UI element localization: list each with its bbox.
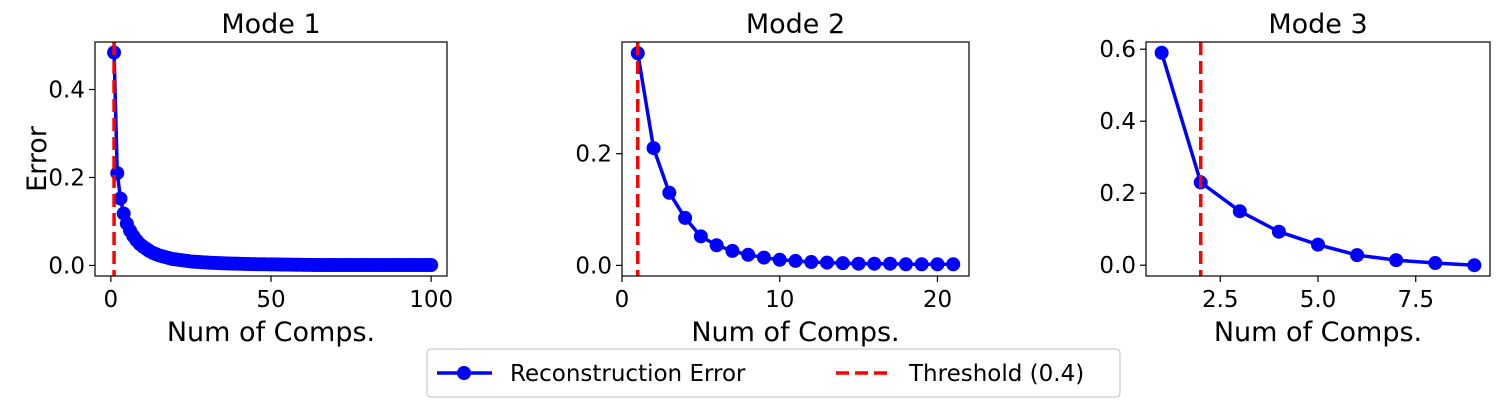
data-point	[835, 256, 850, 271]
data-point	[693, 229, 708, 244]
series-line	[636, 52, 954, 267]
data-point	[930, 257, 945, 272]
axes-frame	[1145, 41, 1491, 277]
x-tick-label: 100	[409, 287, 453, 313]
data-point	[424, 258, 439, 273]
y-tick-label: 0.2	[1099, 181, 1136, 207]
data-point	[898, 257, 913, 272]
y-axis-label: Error	[22, 125, 53, 192]
x-tick-label: 10	[765, 287, 794, 313]
data-point	[946, 257, 961, 272]
x-tick-label: 50	[256, 287, 285, 313]
chart-title: Mode 1	[221, 9, 320, 40]
data-point	[725, 243, 740, 258]
data-point	[1350, 248, 1365, 263]
y-tick-label: 0.0	[48, 253, 85, 279]
series-line	[1159, 52, 1475, 267]
y-tick-label: 0.2	[48, 165, 85, 191]
x-axis-label: Num of Comps.	[691, 317, 899, 348]
axes-frame	[621, 41, 970, 277]
legend-label: Threshold (0.4)	[908, 361, 1084, 387]
data-point	[709, 238, 724, 253]
data-point	[678, 210, 693, 225]
y-tick-label: 0.6	[1099, 37, 1136, 63]
data-point	[1467, 258, 1482, 273]
data-point	[804, 255, 819, 270]
data-point	[788, 253, 803, 268]
x-axis-label: Num of Comps.	[1214, 317, 1422, 348]
legend-label: Reconstruction Error	[510, 361, 746, 387]
legend-box	[426, 348, 1121, 398]
x-tick-label: 2.5	[1202, 287, 1239, 313]
data-point	[1311, 237, 1325, 252]
x-tick-label: 0	[615, 287, 630, 313]
data-point	[772, 252, 787, 267]
y-tick-label: 0.4	[1099, 109, 1136, 135]
data-point	[1154, 45, 1169, 60]
y-tick-label: 0.0	[575, 253, 612, 279]
chart-title: Mode 3	[1268, 9, 1367, 40]
data-point	[1271, 224, 1286, 239]
subplot-mode-1: Mode 1 Num of Comps. Error 0 50 100 0.0 0.2 0.4	[22, 9, 453, 348]
data-point	[756, 250, 771, 265]
y-tick-label: 0.0	[1099, 253, 1136, 279]
plot-area	[630, 42, 961, 276]
x-tick-label: 7.5	[1397, 287, 1434, 313]
data-point	[867, 256, 882, 271]
legend-series-marker	[457, 366, 471, 380]
data-point	[1389, 253, 1404, 268]
series-line	[112, 52, 432, 267]
axes-frame	[94, 41, 448, 277]
data-point	[851, 256, 866, 271]
data-point	[741, 247, 756, 262]
data-point	[1232, 204, 1247, 219]
x-tick-label: 20	[923, 287, 952, 313]
x-tick-label: 0	[104, 287, 119, 313]
x-tick-label: 5.0	[1300, 287, 1337, 313]
subplot-mode-2: Mode 2 Num of Comps. 0 10 20 0.0 0.2	[575, 9, 970, 348]
data-point	[914, 257, 929, 272]
data-point	[113, 191, 128, 206]
data-point	[1428, 256, 1443, 271]
data-point	[883, 256, 898, 271]
data-point	[820, 255, 835, 270]
subplot-mode-3: Mode 3 Num of Comps. 2.5 5.0 7.5 0.0 0.2 0.4 0.6	[1099, 9, 1491, 348]
data-point	[662, 185, 677, 200]
y-tick-label: 0.2	[575, 142, 612, 168]
plot-area	[1154, 42, 1482, 276]
y-tick-label: 0.4	[48, 78, 85, 104]
data-point	[646, 141, 661, 156]
chart-title: Mode 2	[746, 9, 845, 40]
legend: Reconstruction Error Threshold (0.4)	[426, 348, 1121, 398]
x-axis-label: Num of Comps.	[167, 317, 375, 348]
plot-area	[107, 42, 439, 276]
